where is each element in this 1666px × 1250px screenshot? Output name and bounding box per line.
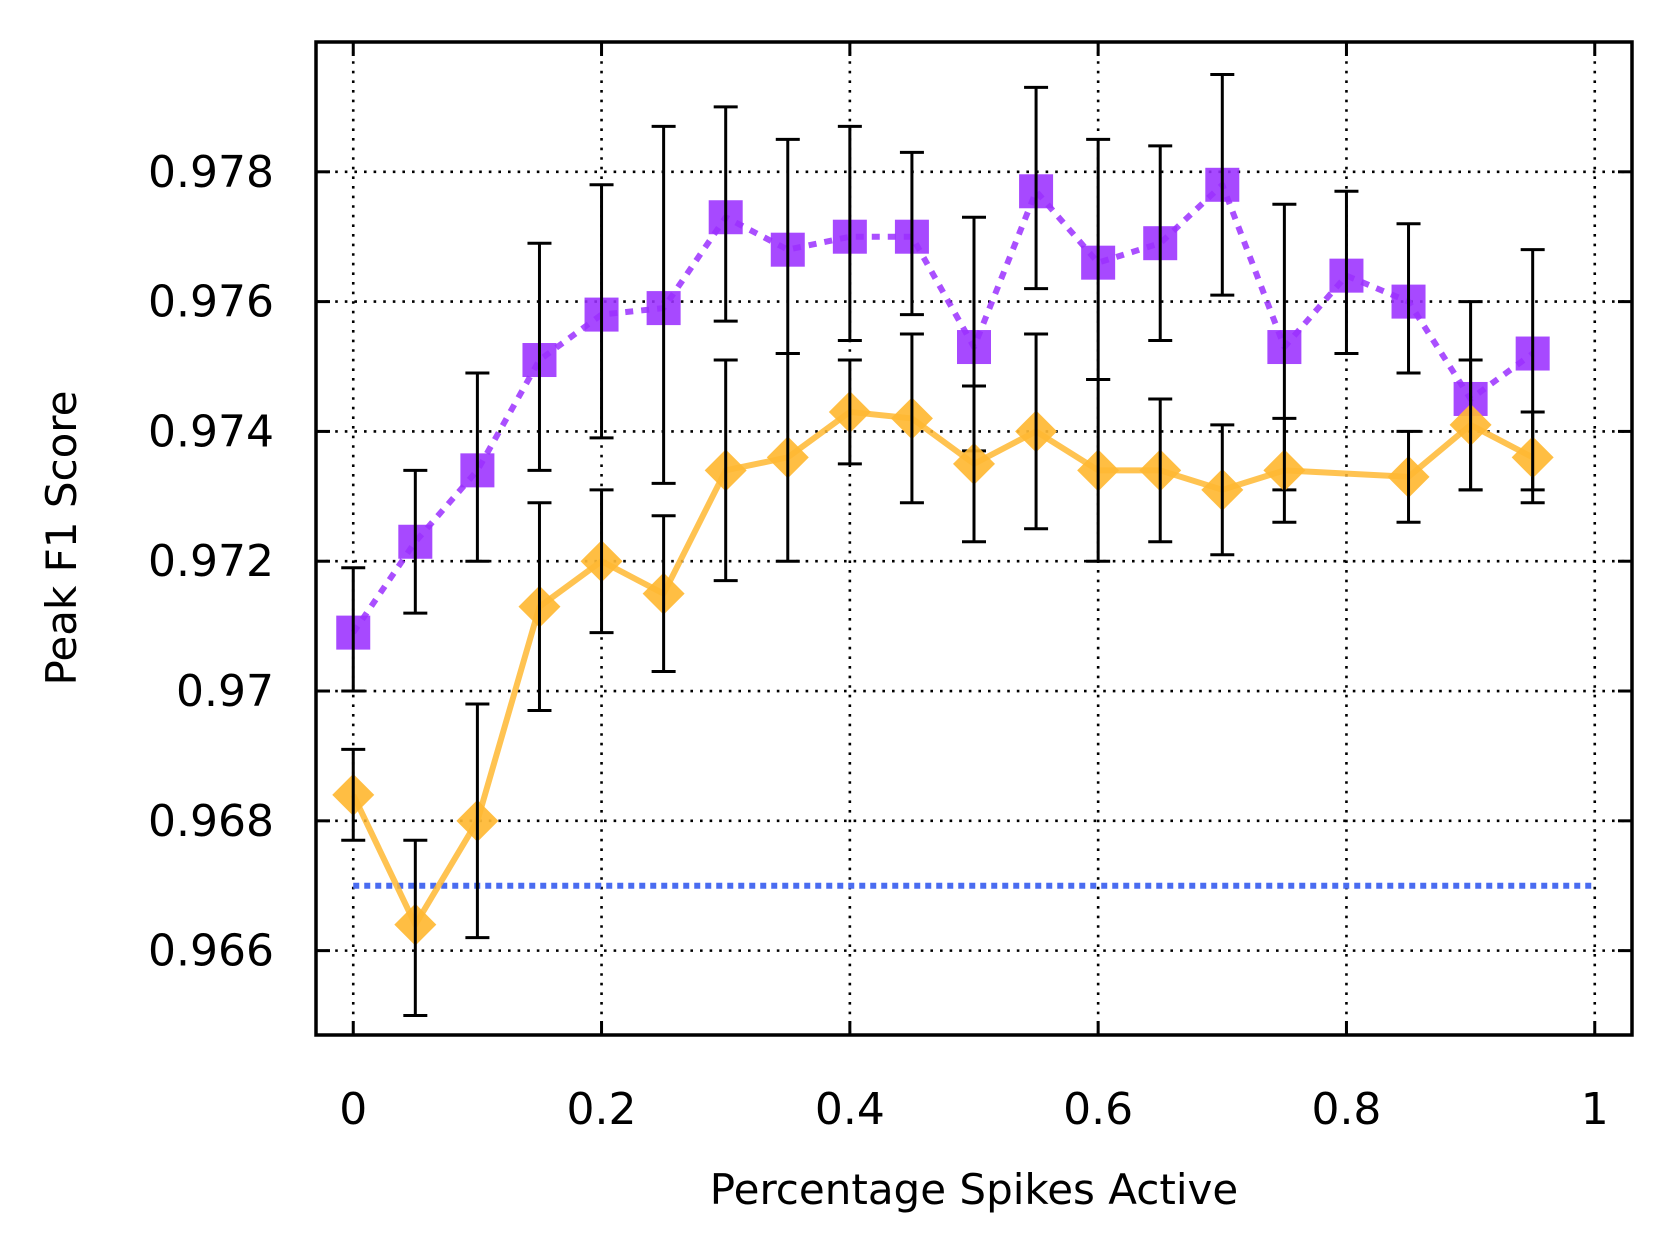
orange-diamonds-error-bar [1148,397,1173,544]
purple-squares-line [350,181,1535,635]
orange-diamonds-error-bar [962,384,986,544]
purple-squares-error-bar [341,566,366,693]
purple-squares-error-bar [1396,222,1421,375]
purple-squares-error-bar [1024,85,1049,291]
purple-squares-error-bar [465,371,490,563]
orange-diamonds-error-bar [403,838,428,1018]
x-tick-label: 0.8 [1311,1084,1381,1135]
orange-diamonds-error-bar [651,514,676,674]
purple-squares-error-bar [589,183,614,440]
orange-diamonds-error-bar [899,332,924,505]
orange-diamonds-error-bar [465,702,490,940]
y-tick-label: 0.972 [148,536,274,587]
orange-diamonds-error-bar [1520,410,1545,505]
x-tick-label: 0 [339,1084,367,1135]
orange-diamonds-error-bar [713,358,738,583]
purple-squares-error-bar [1148,144,1173,343]
orange-diamonds-error-bar [1024,332,1049,531]
orange-diamonds [332,332,1554,1018]
y-tick-label: 0.966 [148,926,274,977]
x-axis-label: Percentage Spikes Active [710,1165,1238,1214]
y-tick-label: 0.974 [148,406,274,457]
y-axis-label: Peak F1 Score [37,391,86,686]
orange-diamonds-error-bar [341,747,366,842]
orange-diamonds-error-bar [1396,429,1421,524]
purple-squares-error-bar [403,468,428,615]
orange-diamonds-error-bar [527,501,552,712]
y-tick-label: 0.968 [148,796,274,847]
purple-squares-error-bar [899,150,924,317]
purple-squares-error-bar [1210,72,1235,297]
axis-ticks: 0 0.2 0.4 0.6 0.8 1 0.966 0.968 0.97 0.972 0.974 0.… [148,42,1632,1135]
orange-diamonds-error-bar [837,358,862,466]
orange-diamonds-error-bar [1272,416,1297,524]
x-tick-label: 1 [1581,1084,1609,1135]
data-series [332,72,1554,1018]
purple-squares-error-bar [1334,189,1359,356]
purple-squares-error-bar [651,124,676,485]
purple-squares-error-bar [713,105,738,323]
y-tick-label: 0.978 [148,147,274,198]
plot-frame [314,40,1634,1037]
orange-diamonds-error-bar [1458,358,1483,492]
y-tick-label: 0.976 [148,277,274,328]
x-tick-label: 0.2 [567,1084,637,1135]
orange-diamonds-error-bar [1086,377,1111,563]
x-tick-label: 0.6 [1063,1084,1133,1135]
orange-diamonds-error-bar [1210,423,1235,557]
orange-diamonds-error-bar [589,488,614,635]
purple-squares-error-bar [837,124,862,343]
y-tick-label: 0.97 [176,666,274,717]
x-tick-label: 0.4 [815,1084,885,1135]
orange-diamonds-error-bar [775,352,800,563]
purple-squares [336,72,1550,693]
purple-squares-error-bar [527,241,552,472]
